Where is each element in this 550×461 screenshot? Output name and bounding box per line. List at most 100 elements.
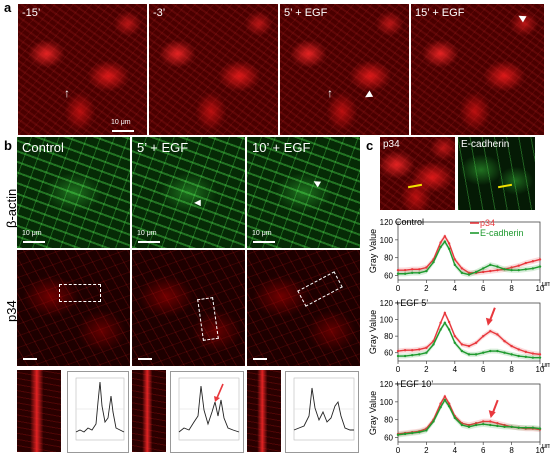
data-point [439,245,442,249]
x-tick-label: 4 [453,446,458,455]
data-point [439,402,442,405]
data-point [524,261,527,265]
line-chart-egf-5: 60 80 100 120 0 2 4 6 8 10 μm Gray Value +EGF 5’ [366,295,550,375]
panel-b-letter: b [4,138,12,153]
line-scan-marker [497,183,513,189]
data-point [425,269,428,273]
scalebar [253,241,275,243]
scalebar-label: 10 μm [252,230,272,237]
chart-title: +EGF 5’ [395,298,429,308]
y-tick-label: 100 [380,236,394,245]
data-point [418,268,421,271]
data-point [517,264,520,267]
data-point [467,423,471,427]
data-point [460,349,464,353]
x-tick-label: 8 [509,284,514,293]
data-point [531,426,535,429]
panel-a-frame-2: -3’ [149,4,278,135]
column-label: Control [22,140,64,155]
mini-profile-svg [178,377,240,441]
data-point [411,271,414,275]
x-tick-label: 2 [424,284,429,293]
data-point [474,341,478,344]
y-tick-label: 80 [384,254,393,263]
data-point [503,339,506,343]
roi-box [59,284,101,302]
scalebar [253,358,267,360]
series-line [397,398,541,436]
data-point [396,349,400,353]
x-tick-label: 0 [396,365,401,374]
data-point [396,272,400,275]
p34-10min [247,250,360,366]
x-tick-label: 10 [536,446,545,455]
data-point [411,354,414,357]
roi-strip-10min [247,370,281,452]
data-point [489,329,492,333]
data-point [443,235,447,238]
data-point [489,423,492,427]
arrow-icon: ↑ [327,86,333,100]
data-point [418,271,421,275]
data-point [453,258,456,261]
data-point [496,268,499,272]
data-point [517,426,520,429]
data-point [524,355,527,359]
plot-frame [397,302,541,362]
data-point [443,240,447,243]
beta-actin-5min: 5’ + EGF ◄ 10 μm [132,137,245,248]
roi-box [197,297,219,341]
scalebar [112,130,134,132]
data-point [531,267,535,270]
data-point [411,268,414,271]
data-point [538,427,542,430]
plot-frame [397,383,541,443]
arrowhead-icon: ◄ [513,7,531,27]
data-point [447,320,451,324]
data-point [510,425,513,429]
plot-frame [397,221,541,281]
y-axis-label: Gray Value [368,310,378,354]
data-point [467,353,471,356]
panel-a-frame-4: 15’ + EGF ◄ [411,4,544,135]
data-point [432,260,435,264]
arrow-icon: ↑ [64,86,70,100]
y-tick-label: 120 [380,380,394,389]
data-point [517,348,520,351]
scalebar [138,358,152,360]
data-point [474,353,478,356]
data-point [418,348,421,351]
data-point [482,270,485,274]
arrowhead-icon: ◄ [308,175,325,191]
arrowhead-icon: ◄ [359,85,377,105]
data-point [474,423,478,427]
data-point [425,429,428,432]
data-point [489,420,492,423]
data-point [425,266,428,269]
data-point [411,431,414,435]
legend-ecadherin-label: E-cadherin [480,228,524,238]
data-point [496,265,499,268]
y-tick-label: 80 [384,332,393,341]
series-line [398,321,540,359]
x-tick-label: 4 [453,365,458,374]
y-tick-label: 100 [380,398,394,407]
data-point [503,268,506,271]
data-point [482,420,485,423]
x-tick-label: 10 [536,365,545,374]
data-point [482,334,485,338]
data-point [467,425,471,429]
data-point [460,267,464,270]
roi-strip-5min [132,370,166,452]
x-tick-label: 8 [509,446,514,455]
data-point [489,263,492,267]
data-point [489,349,492,353]
y-tick-label: 60 [384,349,393,358]
data-point [538,353,542,356]
data-point [517,268,520,272]
x-tick-label: 4 [453,284,458,293]
x-axis-unit: μm [542,281,550,288]
mini-profile-control [67,371,129,453]
data-point [396,433,400,437]
mini-profile-svg [75,377,125,441]
